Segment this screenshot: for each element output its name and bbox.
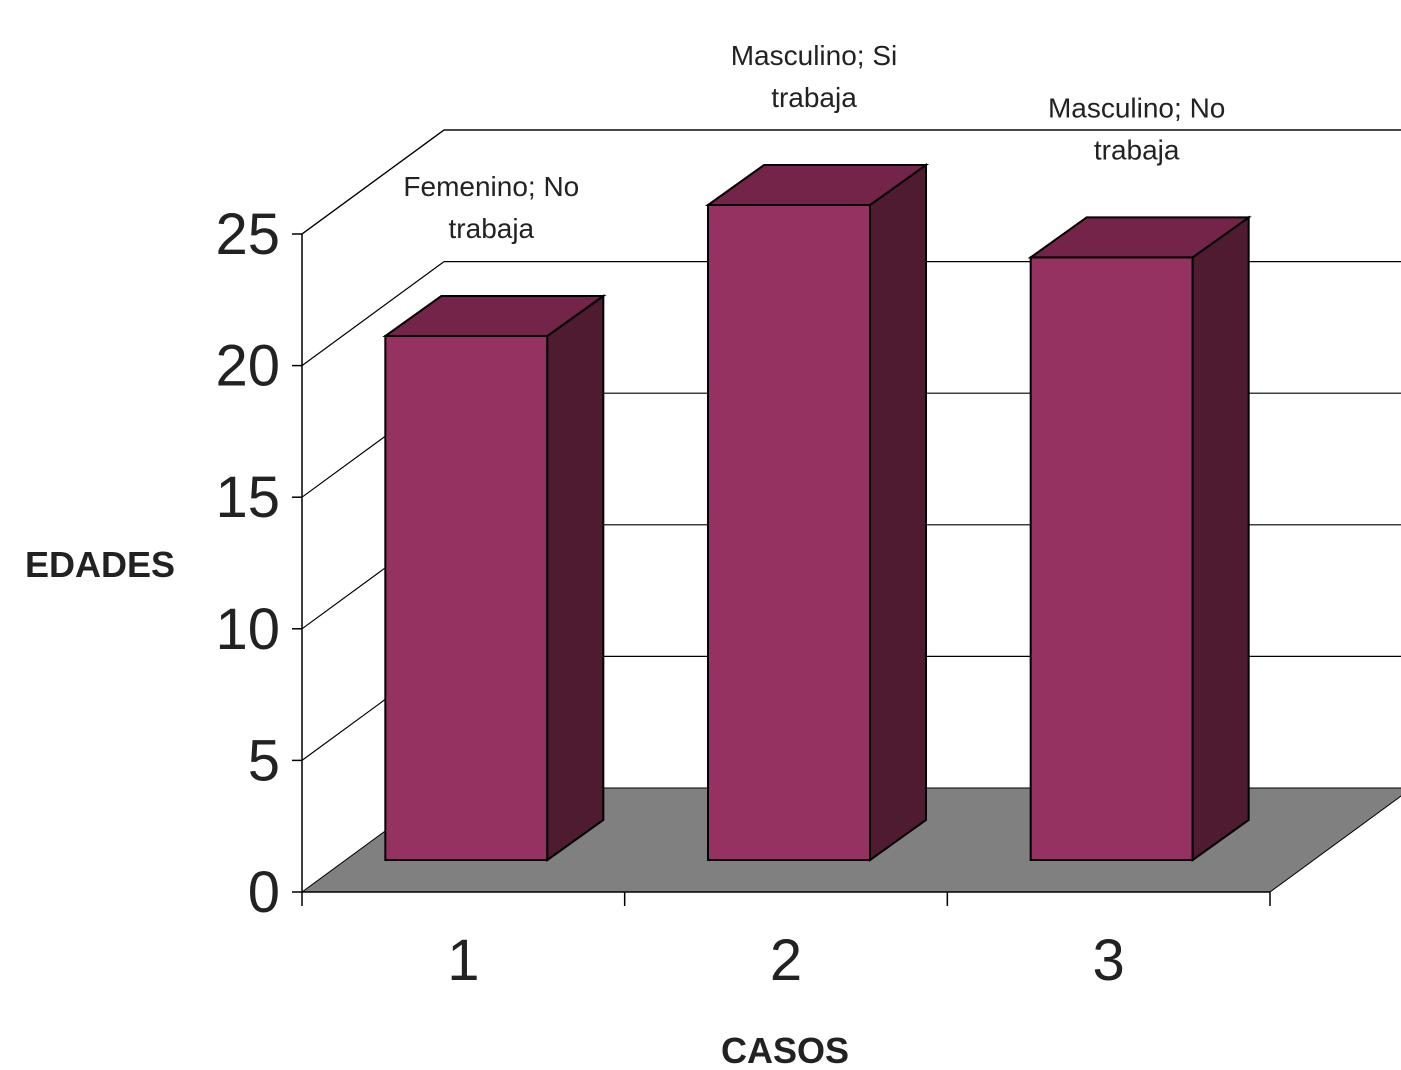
x-axis-ticks: 1 2 3 — [301, 891, 1271, 993]
bar-side — [546, 294, 605, 862]
data-label: Femenino; No trabaja — [403, 171, 579, 244]
y-axis-ticks: 0 5 10 15 20 25 — [215, 202, 303, 925]
bar — [704, 163, 930, 862]
data-label-line: trabaja — [1094, 134, 1180, 165]
y-tick-label: 20 — [215, 334, 280, 399]
bar-side — [869, 163, 927, 862]
x-tick-label: 3 — [1093, 928, 1125, 993]
bar-front — [1029, 256, 1194, 861]
data-label-line: Masculino; No — [1048, 92, 1225, 123]
bar-side — [1191, 215, 1250, 862]
bar-top — [382, 295, 607, 337]
x-axis-title: CASOS — [721, 1030, 849, 1070]
bar — [1027, 215, 1252, 862]
y-tick-label: 15 — [215, 465, 280, 530]
y-tick-label: 0 — [248, 860, 280, 925]
data-label: Masculino; Si trabaja — [731, 40, 898, 113]
data-label-line: trabaja — [449, 213, 535, 244]
y-tick-label: 10 — [215, 597, 280, 662]
y-axis-title: EDADES — [25, 544, 175, 585]
data-label: Masculino; No trabaja — [1048, 92, 1225, 165]
data-label-line: Masculino; Si — [731, 40, 898, 71]
gridline-side — [301, 261, 445, 367]
bars — [382, 163, 1252, 862]
bar — [382, 294, 607, 862]
data-label-line: trabaja — [771, 82, 857, 113]
side-wall-top-edge — [301, 129, 445, 235]
y-tick-label: 5 — [248, 728, 280, 793]
x-tick-label: 1 — [447, 928, 479, 993]
bar-front — [384, 335, 549, 861]
x-tick-label: 2 — [770, 928, 802, 993]
bar-front — [707, 204, 871, 861]
data-label-line: Femenino; No — [403, 171, 579, 202]
bar-top — [1027, 216, 1252, 259]
bar-top — [704, 164, 930, 206]
y-tick-label: 25 — [215, 202, 280, 267]
